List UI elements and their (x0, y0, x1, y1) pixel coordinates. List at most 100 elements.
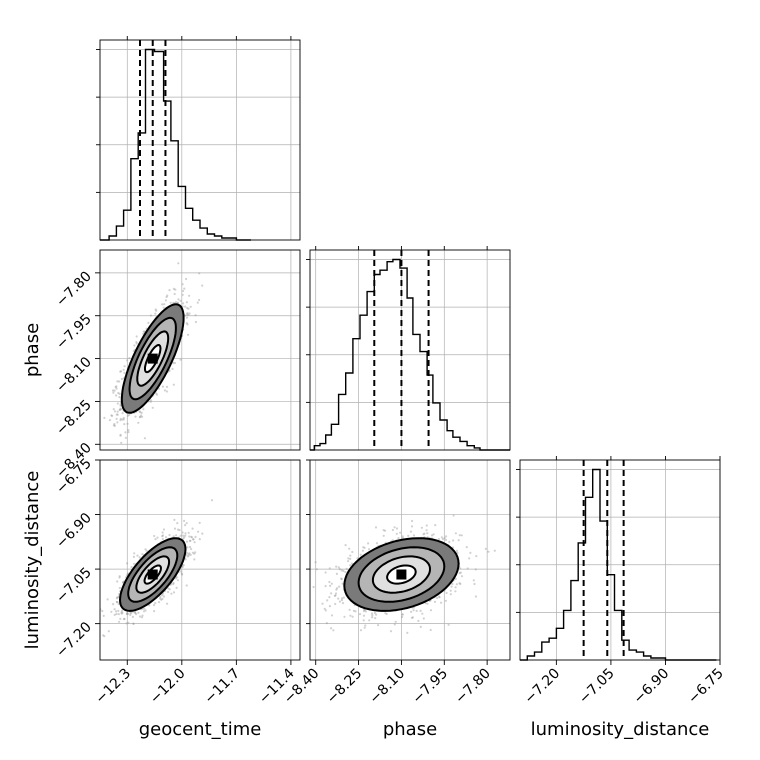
sample-point (426, 602, 429, 605)
sample-point (117, 391, 120, 395)
sample-point (321, 602, 324, 605)
sample-point (324, 571, 327, 574)
sample-point (186, 546, 189, 549)
sample-point (113, 608, 116, 611)
sample-point (174, 577, 178, 580)
sample-point (409, 530, 413, 533)
sample-point (362, 609, 365, 613)
sample-point (186, 306, 189, 310)
sample-point (373, 611, 376, 615)
sample-point (141, 415, 144, 418)
sample-point (330, 627, 333, 630)
sample-point (118, 392, 121, 395)
sample-point (191, 527, 194, 530)
sample-point (324, 609, 327, 612)
sample-point (193, 558, 196, 561)
sample-point (126, 414, 129, 417)
sample-point (182, 534, 185, 537)
sample-point (329, 584, 332, 588)
sample-point (333, 594, 336, 598)
sample-point (142, 610, 146, 613)
sample-point (363, 546, 366, 549)
sample-point (133, 552, 136, 555)
sample-point (328, 580, 331, 584)
sample-point (184, 524, 187, 527)
sample-point (161, 594, 164, 597)
sample-point (401, 536, 404, 540)
sample-point (179, 358, 182, 361)
sample-point (164, 299, 167, 302)
sample-point (107, 630, 110, 633)
sample-point (166, 602, 169, 605)
sample-point (425, 529, 428, 532)
sample-point (190, 547, 193, 551)
sample-point (361, 549, 364, 552)
sample-point (332, 629, 335, 632)
sample-point (142, 408, 145, 411)
sample-point (154, 538, 157, 541)
sample-point (401, 615, 404, 619)
sample-point (451, 582, 454, 586)
contour-line-0 (386, 564, 417, 585)
sample-point (125, 612, 128, 616)
sample-point (314, 561, 317, 564)
sample-point (186, 312, 189, 315)
sample-point (135, 335, 138, 338)
sample-point (172, 535, 175, 538)
sample-point (120, 611, 123, 614)
sample-point (465, 546, 468, 549)
sample-point (377, 624, 380, 627)
sample-point (119, 433, 122, 436)
sample-point (334, 594, 337, 597)
sample-point (150, 399, 153, 402)
histogram-geocent-time (100, 48, 251, 241)
sample-point (181, 293, 184, 296)
sample-point (340, 597, 344, 600)
sample-point (110, 414, 113, 417)
sample-point (118, 620, 121, 623)
sample-point (193, 552, 196, 555)
sample-point (475, 555, 478, 558)
x-tick-label-geocent-time: −12.3 (92, 666, 134, 708)
sample-point (185, 522, 188, 525)
sample-point (399, 531, 402, 534)
sample-point (188, 312, 191, 315)
sample-point (184, 532, 187, 535)
sample-point (168, 533, 171, 537)
sample-point (155, 309, 158, 312)
sample-point (185, 277, 188, 281)
sample-point (102, 614, 105, 618)
sample-point (415, 609, 418, 613)
sample-point (423, 532, 426, 535)
sample-point (140, 411, 143, 414)
sample-point (172, 583, 175, 586)
sample-point (145, 549, 148, 552)
sample-point (350, 562, 354, 565)
sample-point (338, 585, 341, 588)
sample-point (189, 553, 192, 557)
sample-point (411, 519, 414, 523)
sample-point (198, 272, 201, 275)
sample-point (351, 615, 354, 618)
sample-point (459, 567, 462, 570)
sample-point (193, 541, 196, 544)
sample-point (116, 600, 119, 604)
sample-point (364, 624, 367, 627)
sample-point (441, 537, 444, 541)
sample-point (187, 554, 190, 557)
x-axis-label-phase: phase (383, 719, 437, 740)
sample-point (194, 551, 197, 554)
sample-point (375, 613, 378, 616)
sample-point (170, 592, 173, 595)
sample-point (112, 603, 115, 606)
sample-point (397, 537, 400, 540)
hist-frame-phase (309, 249, 511, 451)
sample-point (119, 434, 122, 437)
sample-point (358, 613, 362, 616)
sample-point (141, 553, 144, 556)
sample-point (115, 597, 118, 600)
sample-point (116, 380, 119, 383)
sample-point (454, 577, 457, 581)
sample-point (335, 588, 338, 591)
sample-point (425, 524, 428, 527)
